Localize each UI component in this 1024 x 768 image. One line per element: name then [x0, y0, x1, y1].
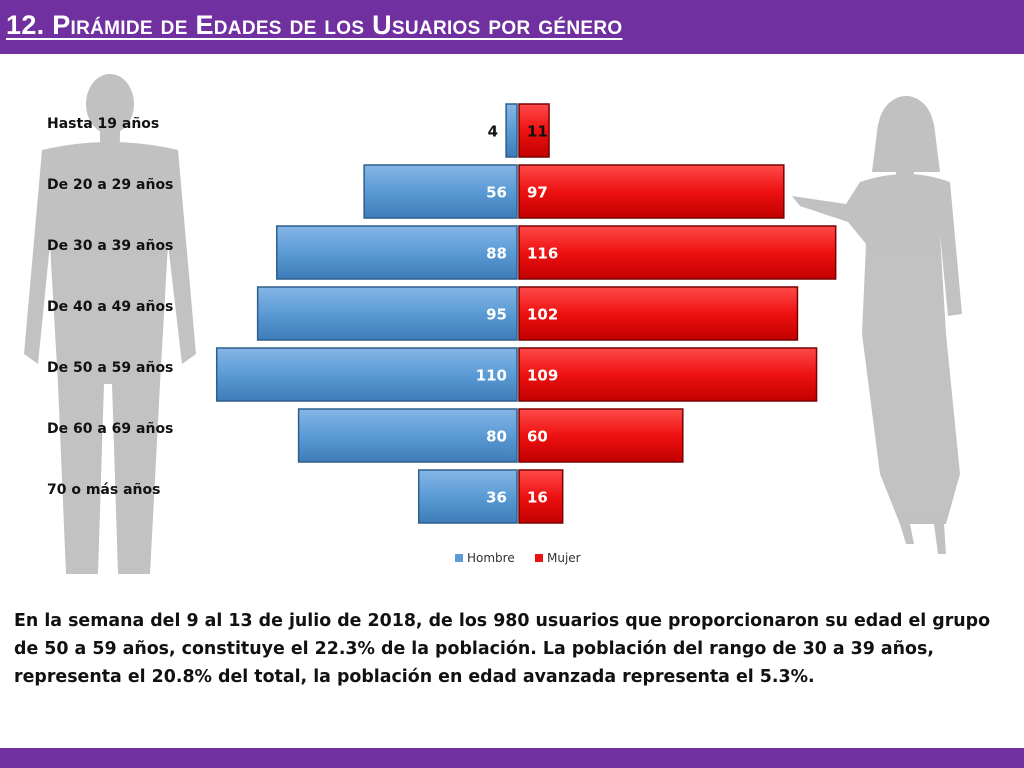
value-label-mujer: 116 — [527, 245, 558, 263]
man-silhouette-icon — [24, 74, 196, 574]
page-title: 12. Pirámide de Edades de los Usuarios p… — [6, 10, 623, 40]
legend-label-hombre: Hombre — [467, 551, 515, 565]
bar-hombre — [276, 225, 518, 280]
value-label-hombre: 4 — [488, 123, 498, 141]
bar-hombre — [417, 469, 518, 524]
population-pyramid-chart: Hasta 19 años 4 11 De 20 a 29 años 56 97 De 30… — [24, 74, 962, 574]
bar-hombre — [256, 286, 518, 341]
category-label: De 20 a 29 años — [47, 177, 173, 193]
bottom-bar — [0, 748, 1024, 768]
value-label-hombre: 80 — [486, 428, 507, 446]
value-label-hombre: 95 — [486, 306, 507, 324]
bar-hombre — [363, 164, 518, 219]
value-label-hombre: 36 — [486, 489, 507, 507]
woman-silhouette-icon — [792, 96, 962, 554]
value-label-hombre: 88 — [486, 245, 507, 263]
bar-mujer — [518, 469, 564, 524]
value-label-mujer: 97 — [527, 184, 548, 202]
legend-swatch-hombre — [455, 554, 463, 562]
value-label-mujer: 102 — [527, 306, 558, 324]
bar-mujer — [518, 347, 818, 402]
legend: Hombre Mujer — [455, 551, 581, 565]
value-label-mujer: 16 — [527, 489, 548, 507]
bar-mujer — [518, 286, 799, 341]
value-label-hombre: 110 — [476, 367, 507, 385]
bar-mujer — [518, 225, 837, 280]
category-label: De 60 a 69 años — [47, 421, 173, 437]
bar-hombre — [505, 103, 518, 158]
title-bar: 12. Pirámide de Edades de los Usuarios p… — [0, 0, 1024, 54]
caption-text: En la semana del 9 al 13 de julio de 201… — [14, 611, 991, 687]
bar-mujer — [518, 408, 684, 463]
value-label-hombre: 56 — [486, 184, 507, 202]
category-label: 70 o más años — [47, 482, 160, 498]
category-label: Hasta 19 años — [47, 116, 159, 132]
value-label-mujer: 60 — [527, 428, 548, 446]
value-label-mujer: 11 — [527, 123, 548, 141]
category-label: De 50 a 59 años — [47, 360, 173, 376]
value-label-mujer: 109 — [527, 367, 558, 385]
category-label: De 40 a 49 años — [47, 299, 173, 315]
bar-mujer — [518, 164, 785, 219]
legend-swatch-mujer — [535, 554, 543, 562]
bar-hombre — [215, 347, 518, 402]
bar-mujer — [518, 103, 550, 158]
category-label: De 30 a 39 años — [47, 238, 173, 254]
bar-hombre — [297, 408, 518, 463]
legend-label-mujer: Mujer — [547, 551, 581, 565]
